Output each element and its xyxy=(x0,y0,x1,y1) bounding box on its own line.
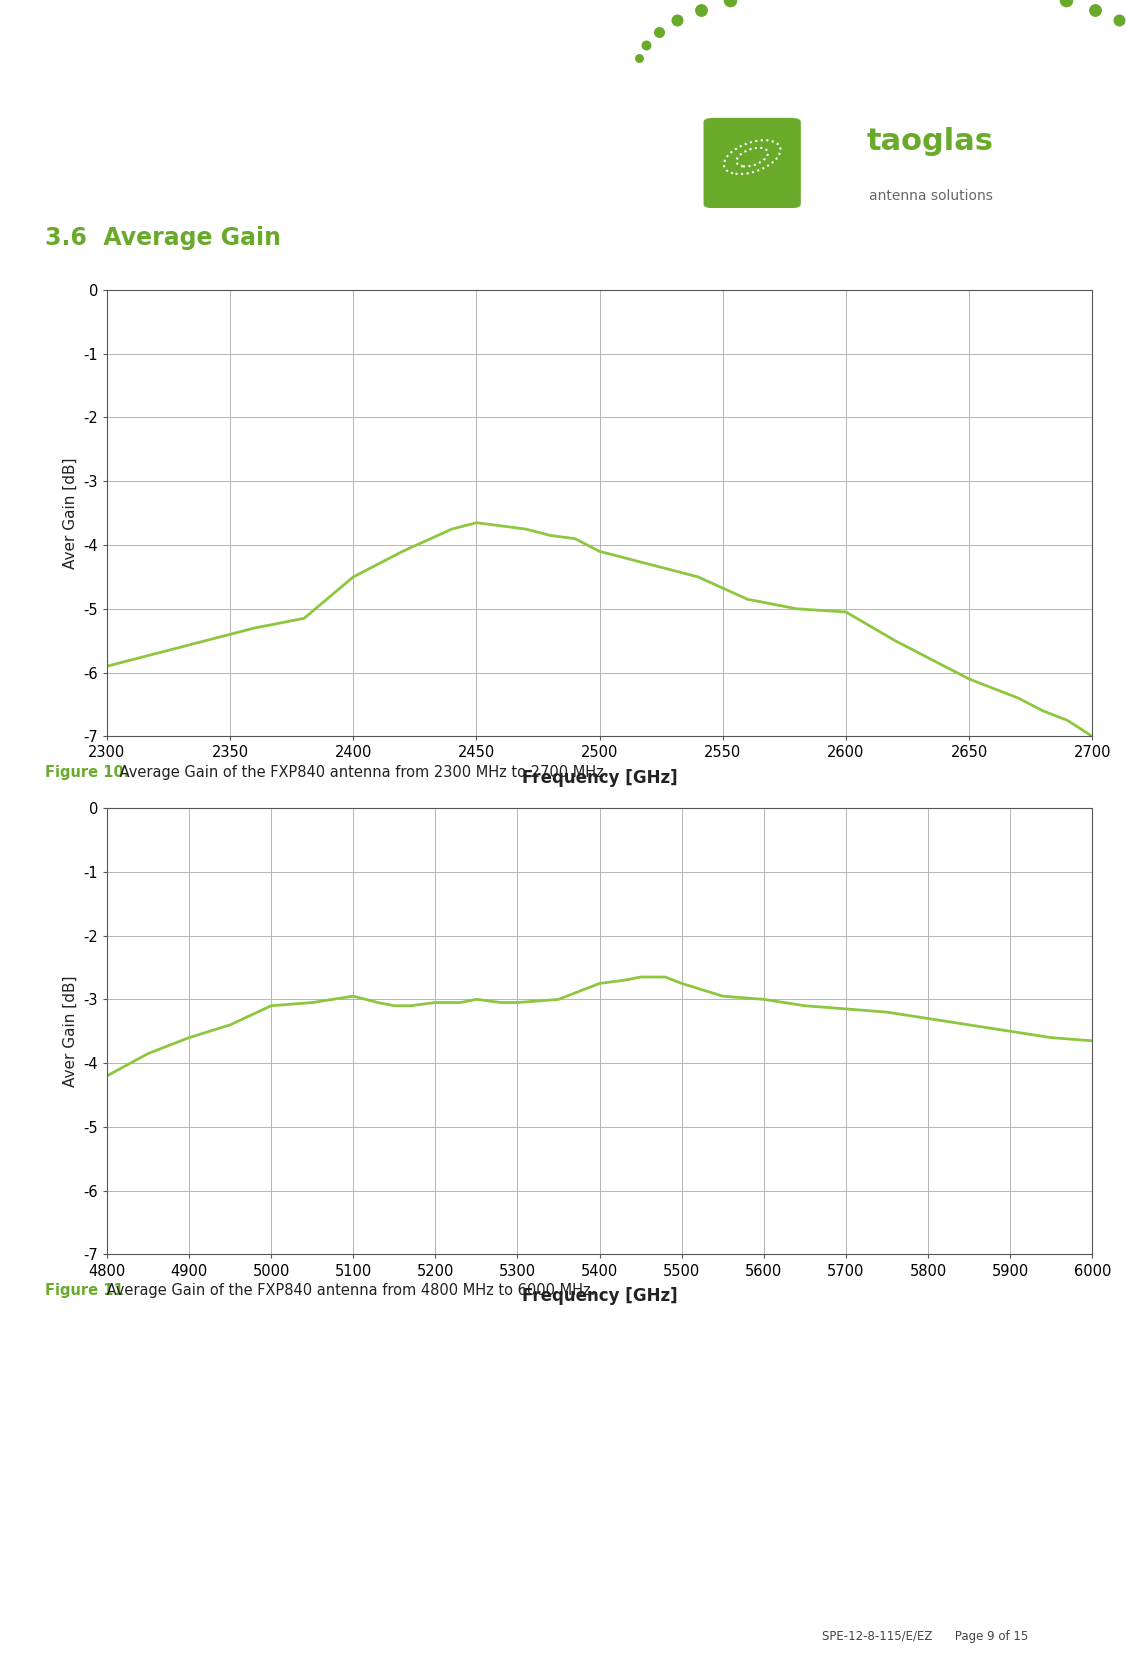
Text: Figure 10.: Figure 10. xyxy=(45,765,129,780)
X-axis label: Frequency [GHz]: Frequency [GHz] xyxy=(521,768,678,786)
Text: antenna solutions: antenna solutions xyxy=(868,190,992,203)
FancyBboxPatch shape xyxy=(704,118,801,208)
Text: SPE-12-8-115/E/EZ      Page 9 of 15: SPE-12-8-115/E/EZ Page 9 of 15 xyxy=(822,1629,1028,1643)
Text: 3.6  Average Gain: 3.6 Average Gain xyxy=(45,227,282,250)
Text: Figure 11: Figure 11 xyxy=(45,1283,124,1298)
Y-axis label: Aver Gain [dB]: Aver Gain [dB] xyxy=(63,976,78,1086)
Text: Average Gain of the FXP840 antenna from 4800 MHz to 6000 MHz.: Average Gain of the FXP840 antenna from … xyxy=(102,1283,596,1298)
Text: Average Gain of the FXP840 antenna from 2300 MHz to 2700 MHz.: Average Gain of the FXP840 antenna from … xyxy=(116,765,609,780)
Y-axis label: Aver Gain [dB]: Aver Gain [dB] xyxy=(63,458,78,568)
X-axis label: Frequency [GHz]: Frequency [GHz] xyxy=(521,1286,678,1304)
Text: taoglas: taoglas xyxy=(867,127,994,157)
